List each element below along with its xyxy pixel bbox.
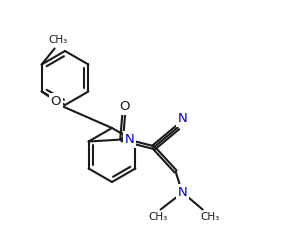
Text: O: O	[119, 100, 130, 113]
Text: CH₃: CH₃	[200, 212, 219, 223]
Text: N: N	[178, 186, 187, 199]
Text: CH₃: CH₃	[48, 36, 67, 45]
Text: N: N	[178, 112, 187, 125]
Text: CH₃: CH₃	[148, 212, 167, 223]
Text: N: N	[125, 133, 134, 146]
Text: O: O	[50, 95, 61, 108]
